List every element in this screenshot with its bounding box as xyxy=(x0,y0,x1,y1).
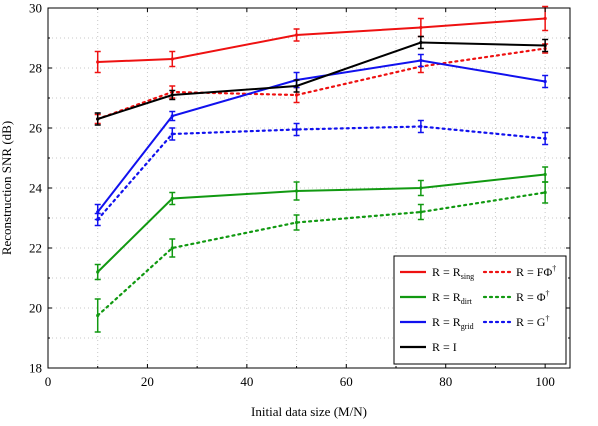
legend: R = Rsing R = FΦ† R = Rdirt R = Φ† R = Rgrid… xyxy=(393,255,567,365)
y-tick-label: 24 xyxy=(29,181,43,196)
legend-label: R = I xyxy=(432,340,457,354)
error-bar xyxy=(542,181,549,204)
data-point xyxy=(543,136,547,141)
error-bar xyxy=(417,35,424,50)
error-bar xyxy=(293,181,300,201)
legend-entry: R = Rgrid xyxy=(400,315,474,331)
error-bar xyxy=(417,203,424,221)
data-point xyxy=(419,58,423,63)
error-bar xyxy=(169,89,176,101)
x-tick-label: 40 xyxy=(240,374,253,389)
axes: 0 20 40 60 80 100 18 20 22 24 26 28 30 xyxy=(29,1,571,389)
data-point xyxy=(294,84,299,88)
data-point xyxy=(170,132,174,136)
legend-entry: R = Rdirt xyxy=(400,290,473,306)
data-point xyxy=(170,196,174,201)
error-bar xyxy=(94,263,101,281)
error-bar xyxy=(169,191,176,206)
data-series xyxy=(94,5,549,333)
x-tick-label: 0 xyxy=(45,374,52,389)
error-bar xyxy=(542,38,549,53)
error-bar xyxy=(417,119,424,134)
error-bar xyxy=(542,131,549,146)
data-point xyxy=(96,117,100,121)
legend-entry: R = Rsing xyxy=(400,265,474,281)
data-point xyxy=(543,16,547,21)
data-point xyxy=(543,172,547,177)
legend-entry: R = Φ† xyxy=(482,289,550,304)
error-bar xyxy=(293,79,300,93)
series-r-g- xyxy=(94,119,549,227)
series-line xyxy=(96,59,546,213)
error-bar xyxy=(169,50,176,68)
legend-label: R = Φ† xyxy=(516,289,550,304)
error-bar xyxy=(542,5,549,32)
data-point xyxy=(96,313,100,318)
error-bar xyxy=(94,112,101,126)
legend-entry: R = G† xyxy=(482,314,549,329)
legend-label: R = G† xyxy=(516,314,549,329)
data-point xyxy=(419,186,423,190)
series-r-r-sing xyxy=(94,5,549,74)
error-bar xyxy=(169,127,176,141)
error-bar xyxy=(169,238,176,258)
error-bar xyxy=(542,74,549,89)
series-r-i xyxy=(94,35,549,126)
y-axis-label: Reconstruction SNR (dB) xyxy=(0,121,14,255)
data-point xyxy=(96,60,100,64)
data-point xyxy=(419,124,423,129)
error-bar xyxy=(417,53,424,68)
legend-entry: R = I xyxy=(400,340,457,354)
data-point xyxy=(419,40,423,45)
data-point xyxy=(419,210,423,214)
data-point xyxy=(96,217,100,222)
data-point xyxy=(543,43,547,48)
error-bar xyxy=(293,28,300,42)
error-bar xyxy=(293,122,300,137)
legend-label: R = Rdirt xyxy=(432,290,473,306)
series-r- xyxy=(94,181,549,333)
y-tick-label: 30 xyxy=(29,1,42,16)
data-point xyxy=(294,189,299,193)
data-point xyxy=(543,190,547,195)
error-bar xyxy=(94,212,101,227)
y-tick-label: 26 xyxy=(29,121,43,136)
x-axis-label: Initial data size (M/N) xyxy=(251,404,367,419)
data-point xyxy=(170,246,174,250)
series-r-r-grid xyxy=(94,53,549,221)
series-line xyxy=(96,125,547,221)
x-tick-label: 20 xyxy=(141,374,154,389)
data-point xyxy=(170,93,174,97)
legend-label: R = Rsing xyxy=(432,265,474,281)
data-point xyxy=(294,33,299,37)
data-point xyxy=(419,25,423,30)
data-point xyxy=(294,220,299,225)
error-bar xyxy=(417,179,424,197)
error-bar xyxy=(94,298,101,333)
data-point xyxy=(294,93,299,97)
error-bar xyxy=(94,50,101,74)
y-tick-label: 22 xyxy=(29,241,42,256)
y-tick-label: 28 xyxy=(29,61,42,76)
series-line xyxy=(97,17,546,63)
data-point xyxy=(543,79,547,84)
data-point xyxy=(170,114,174,118)
x-tick-label: 80 xyxy=(439,374,452,389)
y-tick-label: 20 xyxy=(29,301,42,316)
legend-entry: R = FΦ† xyxy=(482,264,556,279)
series-line xyxy=(97,41,546,120)
series-r-f- xyxy=(94,43,549,125)
legend-label: R = Rgrid xyxy=(432,315,474,331)
x-tick-label: 60 xyxy=(340,374,353,389)
legend-label: R = FΦ† xyxy=(516,264,556,279)
y-tick-label: 18 xyxy=(29,361,42,376)
data-point xyxy=(170,57,174,61)
data-point xyxy=(96,270,100,274)
error-bar xyxy=(169,110,176,122)
error-bar xyxy=(293,214,300,231)
x-tick-label: 100 xyxy=(535,374,555,389)
data-point xyxy=(294,127,299,132)
